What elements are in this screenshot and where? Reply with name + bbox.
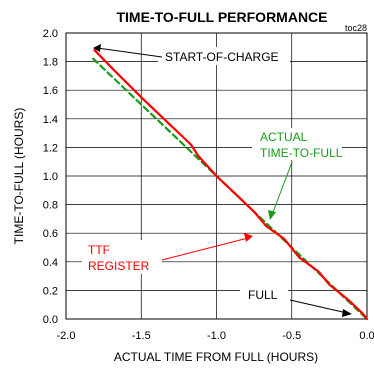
- x-tick-label: -2.0: [57, 330, 76, 342]
- y-tick-label: 0.4: [43, 257, 58, 269]
- annotation-ttf-line2: REGISTER: [88, 259, 150, 273]
- x-tick-label: -1.5: [132, 330, 151, 342]
- arrowhead: [342, 309, 352, 317]
- annotation-actual-arrow: [271, 161, 293, 216]
- annotation-full: FULL: [240, 285, 352, 317]
- x-tick-labels: -2.0 -1.5 -1.0 -0.5 0.0: [57, 330, 374, 342]
- annotation-actual-ttf: ACTUAL TIME-TO-FULL: [252, 128, 343, 220]
- annotation-ttf-line1: TTF: [88, 243, 110, 257]
- x-tick-label: 0.0: [359, 330, 374, 342]
- y-tick-label: 1.0: [43, 171, 58, 183]
- annotation-start-of-charge: START-OF-CHARGE: [93, 44, 290, 65]
- y-tick-label: 1.8: [43, 57, 58, 69]
- y-tick-label: 0.0: [43, 314, 58, 326]
- y-tick-label: 1.2: [43, 142, 58, 154]
- y-axis-label: TIME-TO-FULL (HOURS): [12, 108, 26, 245]
- annotation-start-of-charge-label: START-OF-CHARGE: [165, 50, 279, 64]
- annotation-actual-line2: TIME-TO-FULL: [260, 146, 343, 160]
- y-tick-label: 1.4: [43, 114, 58, 126]
- arrowhead: [268, 210, 276, 220]
- annotation-ttf-arrow: [161, 237, 249, 261]
- annotation-full-label: FULL: [248, 288, 278, 302]
- annotation-ttf-register: TTF REGISTER: [82, 233, 253, 274]
- x-tick-label: -1.0: [207, 330, 226, 342]
- arrowhead: [244, 233, 253, 242]
- x-axis-label: ACTUAL TIME FROM FULL (HOURS): [114, 350, 318, 364]
- y-tick-labels: 0.0 0.2 0.4 0.6 0.8 1.0 1.2 1.4 1.6 1.8 2.0: [43, 28, 58, 326]
- data-series: [91, 49, 369, 321]
- arrowhead: [93, 44, 101, 52]
- y-tick-label: 2.0: [43, 28, 58, 40]
- annotation-start-arrow: [96, 47, 163, 58]
- series-line-ttf-register: [93, 49, 369, 321]
- y-tick-label: 0.8: [43, 200, 58, 212]
- y-tick-label: 0.6: [43, 228, 58, 240]
- x-tick-label: -0.5: [282, 330, 301, 342]
- chart-title: TIME-TO-FULL PERFORMANCE: [116, 9, 327, 25]
- y-tick-label: 1.6: [43, 85, 58, 97]
- figure-tag: toc28: [345, 23, 367, 33]
- annotation-actual-line1: ACTUAL: [260, 130, 308, 144]
- y-tick-label: 0.2: [43, 285, 58, 297]
- annotation-full-arrow: [289, 299, 348, 314]
